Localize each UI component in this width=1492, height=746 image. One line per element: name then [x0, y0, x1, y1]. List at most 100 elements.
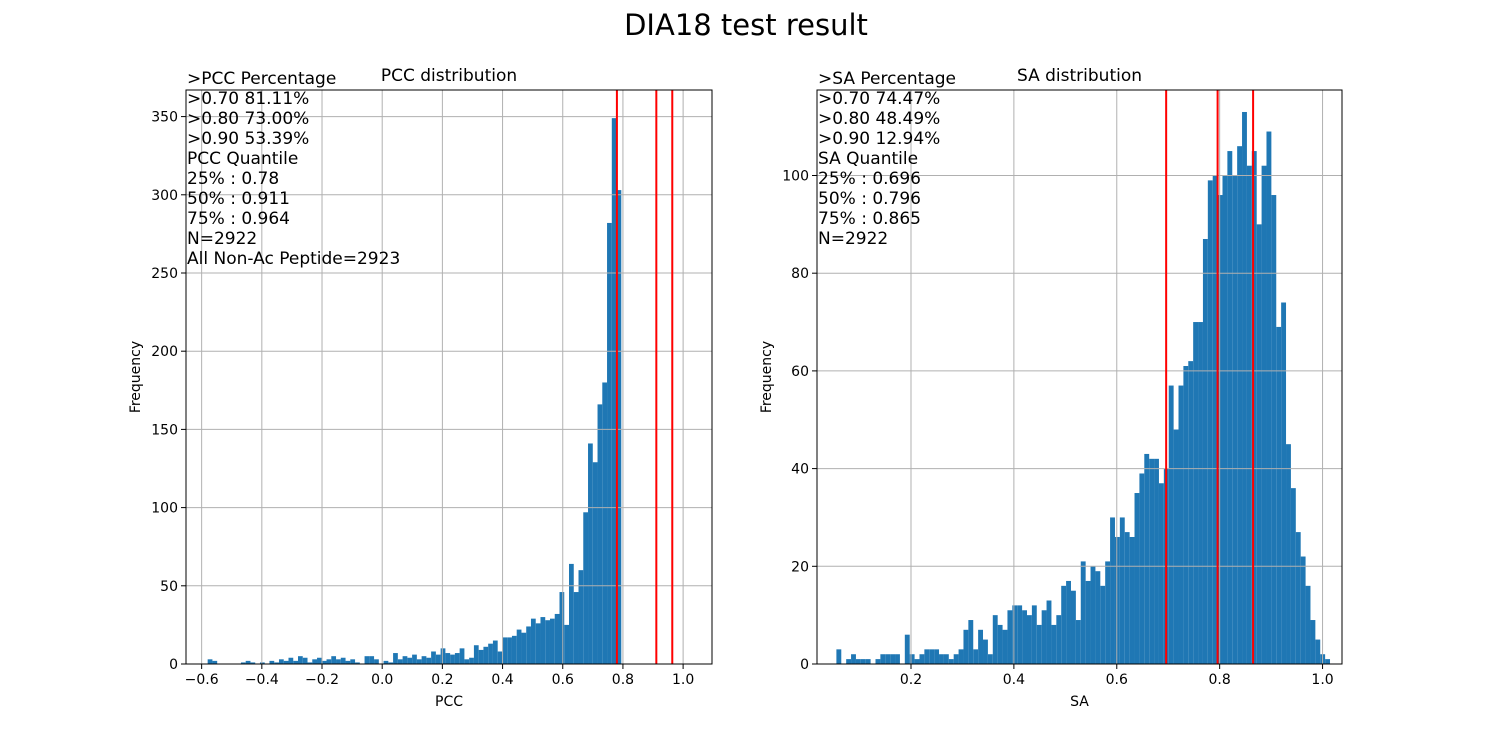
pcc-bar: [340, 657, 346, 664]
pcc-bar: [345, 660, 351, 664]
sa-y-tick-label: 0: [800, 657, 809, 673]
sa-bar: [1188, 361, 1194, 664]
pcc-bar: [573, 592, 579, 664]
sa-bar: [1315, 639, 1321, 664]
sa-x-tick-label: 0.6: [1106, 672, 1128, 688]
sa-bar: [1310, 620, 1316, 664]
pcc-chart-title: PCC distribution: [381, 66, 517, 86]
pcc-annotation-line: >0.70 81.11%: [187, 89, 309, 109]
sa-bar: [1173, 429, 1179, 664]
pcc-bar: [559, 592, 565, 664]
pcc-bar: [469, 657, 474, 664]
figure-title: DIA18 test result: [624, 8, 868, 42]
sa-bar: [851, 654, 856, 664]
pcc-bar: [607, 222, 612, 664]
pcc-annotation-line: 25% : 0.78: [187, 169, 279, 189]
sa-bar: [1036, 624, 1042, 664]
sa-bar: [1066, 580, 1071, 664]
sa-bar: [1056, 615, 1062, 664]
sa-bar: [1139, 473, 1145, 664]
sa-bar: [1212, 175, 1218, 664]
pcc-bar: [259, 662, 265, 664]
sa-annotation-line: >0.90 12.94%: [818, 129, 940, 149]
pcc-bar: [521, 632, 527, 664]
pcc-bar: [488, 643, 493, 664]
sa-annotation-line: 50% : 0.796: [818, 189, 921, 209]
sa-x-tick-label: 0.8: [1209, 672, 1231, 688]
pcc-bar: [269, 660, 275, 664]
pcc-bar: [278, 659, 284, 664]
sa-bar: [1095, 571, 1101, 664]
pcc-x-tick-label: 0.2: [431, 672, 453, 688]
sa-bar: [1261, 165, 1267, 664]
pcc-axes-frame: [185, 89, 713, 665]
pcc-y-tick-label: 0: [169, 657, 178, 673]
sa-bar: [1256, 224, 1262, 664]
sa-annotation-line: >0.70 74.47%: [818, 89, 940, 109]
sa-bar: [1222, 175, 1228, 664]
pcc-bar: [540, 617, 546, 664]
pcc-bar: [412, 654, 417, 664]
sa-bar: [1031, 605, 1037, 664]
pcc-bar: [492, 640, 498, 664]
sa-bar: [939, 654, 944, 664]
pcc-y-tick-label: 100: [151, 501, 178, 517]
pcc-bar: [331, 656, 337, 664]
pcc-bar: [611, 118, 617, 664]
sa-bar: [909, 654, 915, 664]
pcc-x-axis-label: PCC: [435, 694, 463, 710]
pcc-y-tick-label: 350: [151, 110, 178, 126]
sa-bar: [914, 659, 920, 664]
sa-annotation-line: N=2922: [818, 229, 888, 249]
pcc-bar: [507, 637, 512, 664]
pcc-bar: [535, 623, 541, 664]
sa-bar: [1295, 532, 1301, 664]
sa-bar: [997, 624, 1003, 664]
pcc-bar: [207, 659, 213, 664]
pcc-bar: [549, 618, 555, 664]
sa-x-tick-label: 0.2: [900, 672, 922, 688]
sa-bar: [1110, 517, 1115, 664]
sa-y-tick-label: 100: [782, 168, 809, 184]
sa-bar: [1124, 532, 1130, 664]
pcc-bar: [530, 618, 536, 664]
sa-bar: [1002, 629, 1008, 664]
sa-bar: [1281, 302, 1287, 664]
pcc-x-tick-label: −0.6: [185, 672, 219, 688]
sa-bar: [1129, 536, 1135, 664]
sa-bar: [1134, 493, 1140, 664]
sa-bar: [1246, 165, 1252, 664]
sa-annotation-line: >SA Percentage: [818, 69, 956, 89]
pcc-bar: [240, 662, 246, 664]
pcc-bar: [445, 653, 451, 664]
sa-bar: [943, 654, 949, 664]
pcc-bar: [407, 657, 413, 664]
sa-bar: [1007, 610, 1013, 664]
pcc-bar: [350, 659, 356, 664]
pcc-bar: [564, 624, 570, 664]
sa-bar: [1046, 600, 1052, 664]
sa-bar: [1198, 322, 1203, 664]
pcc-y-tick-label: 200: [151, 344, 178, 360]
pcc-bar: [312, 659, 318, 664]
pcc-bar: [245, 660, 251, 664]
sa-bar: [846, 659, 852, 664]
sa-bar: [836, 649, 842, 664]
pcc-y-tick-label: 50: [160, 579, 178, 595]
pcc-bar: [298, 656, 303, 664]
sa-bar: [1266, 131, 1272, 664]
pcc-bar: [459, 648, 465, 664]
pcc-bar: [473, 645, 479, 664]
pcc-y-tick-label: 300: [151, 188, 178, 204]
pcc-bar: [364, 656, 370, 664]
pcc-bar: [483, 646, 489, 664]
sa-bar: [924, 649, 930, 664]
pcc-bar: [569, 563, 574, 664]
sa-x-tick-label: 0.4: [1003, 672, 1025, 688]
sa-histogram-panel: 0.2 0.4 0.6 0.8 1.0 0 20 40 60 80 100 SA Frequency SA…: [759, 66, 1343, 710]
sa-bar: [1325, 659, 1331, 664]
sa-bar: [1305, 585, 1311, 664]
pcc-bar: [293, 660, 299, 664]
pcc-bar: [374, 659, 379, 664]
